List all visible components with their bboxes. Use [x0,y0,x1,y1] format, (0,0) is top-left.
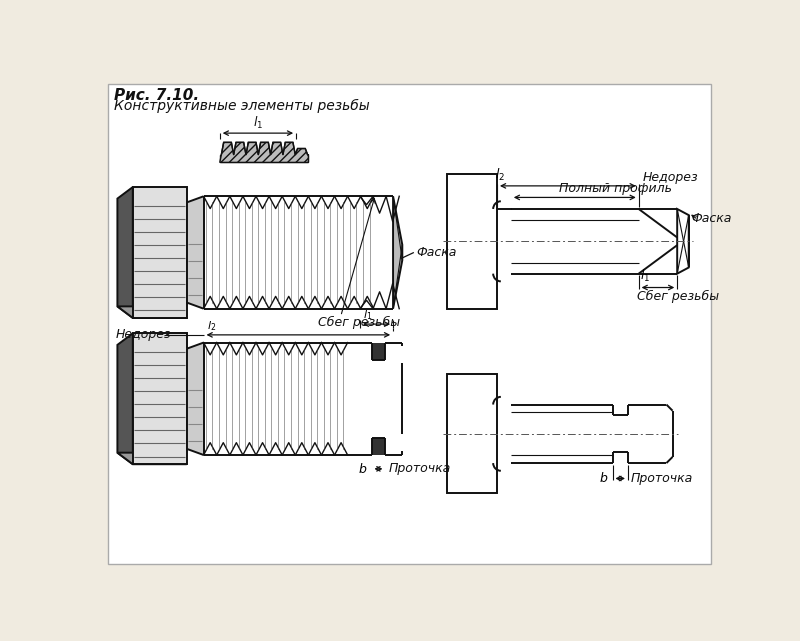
Text: $b$: $b$ [598,472,608,485]
Text: Конструктивные элементы резьбы: Конструктивные элементы резьбы [114,99,370,113]
Polygon shape [220,142,308,162]
Text: $b$: $b$ [358,462,367,476]
Polygon shape [133,333,186,464]
Text: $l_2$: $l_2$ [495,167,506,183]
Text: $l_2$: $l_2$ [206,319,216,333]
Text: Фаска: Фаска [691,212,731,225]
Bar [447,374,497,494]
Text: Рис. 7.10.: Рис. 7.10. [114,88,199,103]
Polygon shape [677,209,689,274]
Polygon shape [133,187,186,318]
Polygon shape [118,333,133,464]
Text: $l_1$: $l_1$ [363,308,372,322]
Polygon shape [186,342,204,455]
Polygon shape [118,306,186,318]
Polygon shape [220,154,308,162]
Text: $l_1$: $l_1$ [253,115,263,131]
Text: Недорез: Недорез [116,328,171,342]
Text: Фаска: Фаска [416,246,457,259]
Polygon shape [393,196,402,309]
Text: Сбег резьбы: Сбег резьбы [637,290,719,303]
Text: Полный профиль: Полный профиль [558,182,672,195]
Text: Проточка: Проточка [631,472,694,485]
Text: Сбег резьбы: Сбег резьбы [318,317,400,329]
Polygon shape [118,187,133,318]
Polygon shape [371,342,386,360]
Polygon shape [186,196,204,309]
Polygon shape [371,438,386,455]
Polygon shape [118,453,186,464]
Text: Проточка: Проточка [389,462,450,476]
Text: Недорез: Недорез [642,171,698,185]
Text: $l_1$: $l_1$ [640,269,650,285]
Bar [447,174,497,309]
